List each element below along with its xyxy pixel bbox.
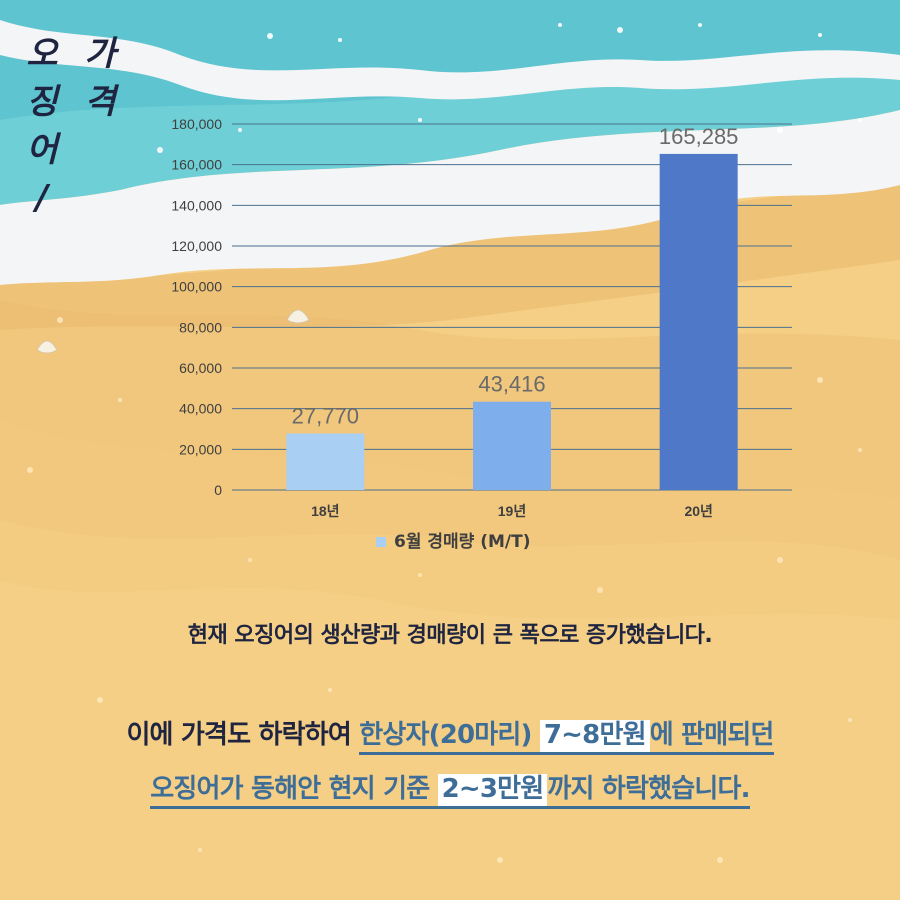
bar: [286, 433, 365, 490]
legend-label: 6월 경매량 (M/T): [394, 532, 531, 552]
y-tick-label: 80,000: [179, 319, 222, 335]
title-char: 가: [84, 34, 116, 74]
data-label: 165,285: [659, 124, 739, 149]
y-tick-label: 180,000: [171, 116, 222, 132]
title-column-left: 오 징 어 /: [22, 30, 62, 222]
caption-segment: 에 판매되던: [649, 720, 774, 755]
title-char: 징: [26, 82, 58, 122]
auction-volume-bar-chart: 0 20,000 40,000 60,000 80,000 100,000 120,000 1…: [171, 116, 792, 552]
title-char: /: [35, 178, 49, 218]
data-label: 27,770: [292, 404, 359, 429]
y-tick-label: 140,000: [171, 197, 222, 213]
title-char: 격: [84, 82, 116, 122]
caption-price-line-2: 오징어가 동해안 현지 기준 2~3만원 까지 하락했습니다.: [0, 768, 900, 809]
y-tick-label: 40,000: [179, 401, 222, 417]
caption-segment: 오징어가 동해안 현지 기준: [150, 774, 438, 809]
caption-segment: 한상자(20마리): [359, 720, 540, 755]
caption-segment: 이에 가격도 하락하여: [126, 720, 360, 750]
highlighted-price: 7~8만원: [539, 720, 650, 755]
x-tick-label: 18년: [311, 503, 339, 519]
y-tick-label: 0: [214, 482, 222, 498]
caption-price-line-1: 이에 가격도 하락하여 한상자(20마리) 7~8만원 에 판매되던: [0, 714, 900, 755]
bar: [659, 153, 738, 490]
y-tick-label: 60,000: [179, 360, 222, 376]
data-label: 43,416: [478, 372, 545, 397]
caption-production-increase: 현재 오징어의 생산량과 경매량이 큰 폭으로 증가했습니다.: [187, 623, 713, 648]
title-char: 오: [26, 34, 58, 74]
title-column-right: 가 격: [80, 30, 120, 126]
bar: [473, 401, 551, 490]
title-char: 어: [26, 130, 58, 170]
x-tick-label: 19년: [498, 503, 526, 519]
y-tick-label: 160,000: [171, 157, 222, 173]
y-tick-label: 100,000: [171, 279, 222, 295]
x-tick-label: 20년: [684, 503, 712, 519]
y-tick-label: 20,000: [179, 441, 222, 457]
caption-segment: 까지 하락했습니다.: [547, 774, 751, 809]
highlighted-price: 2~3만원: [437, 774, 548, 809]
legend-marker: [376, 537, 386, 547]
y-tick-label: 120,000: [171, 238, 222, 254]
